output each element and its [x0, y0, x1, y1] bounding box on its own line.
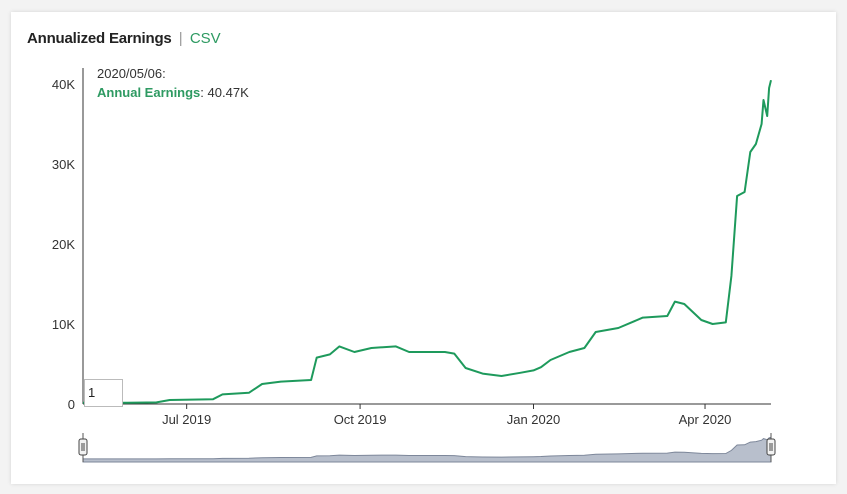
tooltip-value: 40.47K: [208, 85, 250, 100]
y-axis: 0 10K 20K 30K 40K: [52, 68, 84, 412]
plot-area: [83, 79, 772, 404]
tooltip-line: Annual Earnings: 40.47K: [97, 85, 249, 100]
y-tick-label: 40K: [52, 77, 75, 92]
navigator-handle-left[interactable]: [78, 438, 88, 456]
y-tick-label: 10K: [52, 317, 75, 332]
x-tick-label: Apr 2020: [679, 412, 732, 427]
navigator[interactable]: [78, 433, 776, 463]
chart-card: Annualized Earnings | CSV: [11, 12, 836, 484]
csv-link[interactable]: CSV: [189, 30, 221, 47]
y-tick-label: 0: [68, 397, 75, 412]
y-tick-label: 30K: [52, 157, 75, 172]
tooltip-series-name: Annual Earnings: [97, 85, 200, 100]
x-axis: Jul 2019 Oct 2019 Jan 2020 Apr 2020: [83, 403, 771, 427]
x-tick-label: Oct 2019: [334, 412, 387, 427]
y-tick-label: 20K: [52, 237, 75, 252]
tooltip: 2020/05/06: Annual Earnings: 40.47K: [97, 66, 249, 100]
x-tick-label: Jul 2019: [162, 412, 211, 427]
chart-header: Annualized Earnings | CSV: [27, 30, 221, 47]
x-tick-label: Jan 2020: [507, 412, 561, 427]
series-line-annual-earnings: [83, 79, 772, 404]
range-input[interactable]: 1: [84, 379, 123, 407]
navigator-series-area: [82, 436, 772, 463]
header-separator: |: [178, 30, 183, 47]
tooltip-date: 2020/05/06:: [97, 66, 166, 81]
tooltip-colon: :: [200, 85, 207, 100]
chart-title: Annualized Earnings: [27, 30, 172, 47]
navigator-handle-right[interactable]: [766, 438, 776, 456]
